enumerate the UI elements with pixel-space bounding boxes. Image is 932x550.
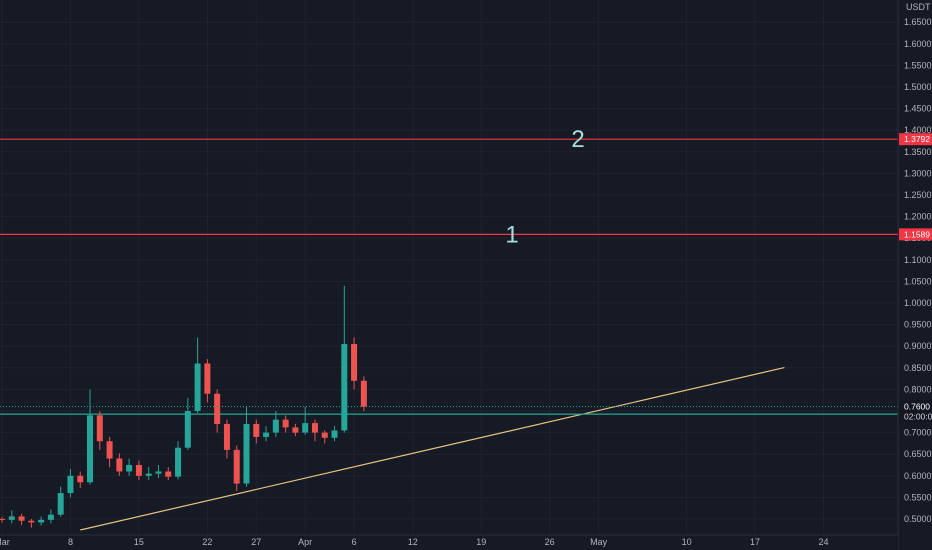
grid bbox=[0, 0, 898, 535]
candle-body bbox=[87, 415, 94, 483]
candle-body bbox=[38, 519, 45, 523]
price-tick-label: 1.3500 bbox=[904, 147, 932, 157]
horizontal-levels: 21 bbox=[0, 126, 898, 415]
price-tick-label: 0.5000 bbox=[904, 514, 932, 524]
candle-body bbox=[28, 520, 35, 523]
candle-body bbox=[8, 516, 15, 520]
currency-label: USDT bbox=[906, 2, 931, 12]
candle-body bbox=[47, 514, 54, 520]
level-label: 2 bbox=[571, 126, 584, 153]
time-tick-label: 24 bbox=[819, 537, 829, 547]
price-tick-label: 1.6500 bbox=[904, 17, 932, 27]
candle-body bbox=[331, 430, 338, 438]
candle-body bbox=[145, 473, 152, 476]
price-tag-background bbox=[899, 228, 932, 241]
candle-body bbox=[233, 449, 240, 484]
candle-body bbox=[341, 344, 348, 431]
time-tick-label: Mar bbox=[0, 537, 10, 547]
time-tick-label: 22 bbox=[202, 537, 212, 547]
candle-body bbox=[321, 432, 328, 438]
candle-body bbox=[360, 380, 367, 407]
time-tick-label: 8 bbox=[68, 537, 73, 547]
candle-countdown: 02:00:00 bbox=[904, 412, 932, 422]
price-tick-label: 0.8500 bbox=[904, 363, 932, 373]
price-tick-label: 1.5500 bbox=[904, 60, 932, 70]
candle-body bbox=[18, 516, 25, 521]
time-tick-label: 12 bbox=[408, 537, 418, 547]
candle-body bbox=[263, 432, 270, 437]
level-label: 1 bbox=[505, 221, 518, 248]
candle-body bbox=[282, 419, 289, 428]
last-price-tag-background bbox=[899, 400, 932, 423]
price-axis-background bbox=[898, 0, 932, 550]
price-tick-label: 1.0500 bbox=[904, 276, 932, 286]
price-tag-background bbox=[899, 133, 932, 146]
price-tag-label: 1.3792 bbox=[904, 134, 930, 144]
time-axis-background bbox=[0, 535, 898, 550]
price-tick-label: 1.0000 bbox=[904, 298, 932, 308]
candle-body bbox=[184, 411, 191, 448]
candle-body bbox=[165, 471, 172, 477]
price-tick-label: 1.1000 bbox=[904, 255, 932, 265]
candle-body bbox=[116, 458, 123, 472]
candle-body bbox=[57, 493, 64, 515]
candle-body bbox=[106, 441, 113, 459]
time-tick-label: 15 bbox=[134, 537, 144, 547]
time-axis[interactable]: Mar 8 15 22 27 Apr 6 12 19 26 May 10 17 24 bbox=[0, 534, 898, 550]
price-tick-label: 1.2000 bbox=[904, 212, 932, 222]
price-tick-label: 1.5000 bbox=[904, 82, 932, 92]
time-tick-label: 19 bbox=[476, 537, 486, 547]
candle-body bbox=[67, 475, 74, 494]
price-tick-label: 1.6000 bbox=[904, 39, 932, 49]
candles bbox=[0, 285, 367, 528]
time-tick-label: May bbox=[590, 537, 608, 547]
support-trendline[interactable] bbox=[80, 366, 785, 531]
price-tick-label: 0.9000 bbox=[904, 341, 932, 351]
price-tag-label: 1.1589 bbox=[904, 229, 930, 239]
candle-body bbox=[135, 465, 142, 476]
candle-body bbox=[243, 423, 250, 484]
candle-body bbox=[214, 393, 221, 424]
time-tick-label: 10 bbox=[682, 537, 692, 547]
time-tick-label: 27 bbox=[251, 537, 261, 547]
time-tick-label: Apr bbox=[298, 537, 312, 547]
price-tick-label: 0.5500 bbox=[904, 492, 932, 502]
candle-body bbox=[194, 363, 201, 411]
candle-body bbox=[253, 423, 260, 437]
candle-body bbox=[155, 471, 162, 474]
time-tick-label: 17 bbox=[750, 537, 760, 547]
time-tick-label: 26 bbox=[545, 537, 555, 547]
candle-body bbox=[126, 465, 133, 472]
price-tick-label: 0.6000 bbox=[904, 471, 932, 481]
price-tick-label: 0.7000 bbox=[904, 428, 932, 438]
price-tick-label: 0.9500 bbox=[904, 320, 932, 330]
price-tick-label: 0.6500 bbox=[904, 449, 932, 459]
candle-body bbox=[302, 423, 309, 433]
price-tick-label: 1.3000 bbox=[904, 168, 932, 178]
candle-body bbox=[311, 423, 318, 433]
candle-body bbox=[351, 344, 358, 381]
time-tick-label: 6 bbox=[352, 537, 357, 547]
price-tick-label: 0.8000 bbox=[904, 384, 932, 394]
price-tick-label: 1.4000 bbox=[904, 125, 932, 135]
candle-body bbox=[272, 419, 279, 433]
candle-body bbox=[175, 447, 182, 477]
candle-body bbox=[204, 363, 211, 394]
price-axis[interactable]: USDT 1.6500 1.6000 1.5500 1.5000 1.4500 1.4000… bbox=[897, 0, 932, 550]
price-tick-label: 1.4500 bbox=[904, 104, 932, 114]
candle-body bbox=[223, 423, 230, 450]
candle-body bbox=[77, 475, 84, 483]
last-price-value: 0.7600 bbox=[904, 402, 930, 412]
candle-body bbox=[0, 519, 5, 520]
candle-body bbox=[96, 415, 103, 442]
candle-body bbox=[292, 427, 299, 433]
price-tick-label: 1.2500 bbox=[904, 190, 932, 200]
trendline-layer bbox=[80, 366, 785, 531]
